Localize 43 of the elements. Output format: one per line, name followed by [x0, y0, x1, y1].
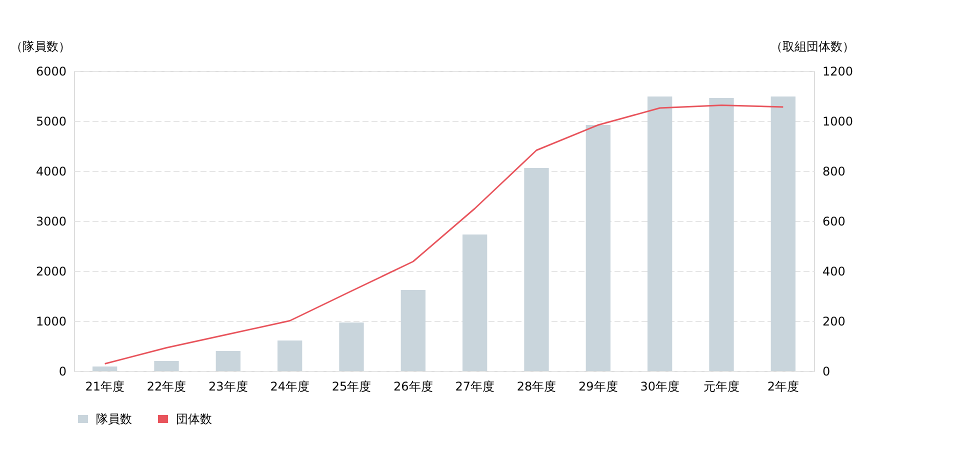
y-tick-label: 2000	[36, 264, 66, 278]
x-tick-label: 28年度	[516, 380, 556, 394]
bar	[524, 168, 549, 371]
x-tick-label: 24年度	[270, 380, 310, 394]
bar	[648, 96, 672, 371]
bar	[154, 361, 179, 371]
y-tick-label: 3000	[36, 214, 66, 228]
x-tick-label: 23年度	[208, 380, 248, 394]
y2-tick-label: 1200	[822, 64, 854, 78]
y-tick-label: 4000	[36, 164, 66, 178]
bar	[278, 340, 302, 371]
y2-tick-label: 600	[822, 214, 846, 228]
x-tick-label: 27年度	[455, 380, 494, 394]
bar	[770, 96, 796, 371]
legend-label: 団体数	[176, 412, 212, 426]
y2-axis-title: （取組団体数）	[770, 40, 854, 54]
bar	[216, 351, 240, 371]
y-axis-title: （隊員数）	[10, 40, 70, 54]
line-series	[104, 104, 784, 364]
bar	[709, 98, 734, 371]
y2-tick-label: 200	[822, 314, 846, 328]
x-tick-label: 2年度	[767, 380, 799, 394]
bar	[92, 366, 118, 371]
y-tick-label: 1000	[36, 314, 66, 328]
x-tick-label: 29年度	[578, 380, 618, 394]
bar	[462, 234, 488, 371]
y-tick-label: 5000	[36, 114, 66, 128]
legend-label: 隊員数	[96, 412, 132, 426]
x-tick-label: 22年度	[146, 380, 186, 394]
y2-tick-label: 800	[822, 164, 846, 178]
y2-tick-label: 400	[822, 264, 846, 278]
y-tick-label: 6000	[36, 64, 66, 78]
bar	[339, 322, 364, 371]
x-tick-label: 21年度	[85, 380, 124, 394]
x-tick-label: 25年度	[332, 380, 372, 394]
y2-tick-label: 1000	[822, 114, 854, 128]
x-tick-label: 26年度	[394, 380, 433, 394]
bar	[586, 125, 610, 371]
bar	[400, 290, 426, 371]
y2-tick-label: 0	[822, 364, 830, 378]
x-tick-label: 元年度	[704, 380, 740, 394]
y-tick-label: 0	[58, 364, 66, 378]
x-tick-label: 30年度	[640, 380, 680, 394]
